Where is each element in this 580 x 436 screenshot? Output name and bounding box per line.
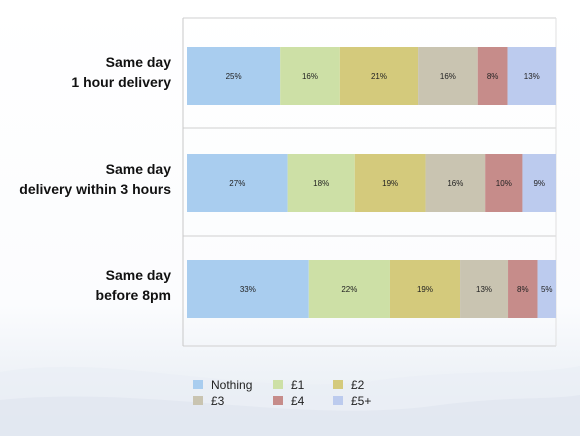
bar-segment <box>418 47 478 105</box>
data-label: 33% <box>240 285 256 294</box>
legend-label: £2 <box>351 378 365 392</box>
data-label: 13% <box>524 72 540 81</box>
category-label: Same day <box>106 161 172 177</box>
data-label: 16% <box>302 72 318 81</box>
bar-segment <box>354 154 426 212</box>
bar-segment <box>187 154 288 212</box>
category-label: delivery within 3 hours <box>19 181 171 197</box>
bar-segment <box>508 260 538 318</box>
data-label: 16% <box>447 179 463 188</box>
data-label: 19% <box>417 285 433 294</box>
legend-swatch <box>193 380 203 389</box>
category-labels: Same day 1 hour delivery Same day delivery … <box>19 54 171 303</box>
data-label: 8% <box>487 72 499 81</box>
data-label: 10% <box>496 179 512 188</box>
category-label: Same day <box>106 54 172 70</box>
bar-segment <box>537 260 556 318</box>
data-label: 13% <box>476 285 492 294</box>
bar-segment <box>187 260 309 318</box>
bar-segment <box>485 154 523 212</box>
data-label: 27% <box>229 179 245 188</box>
bar-segment <box>425 154 486 212</box>
data-label: 8% <box>517 285 529 294</box>
category-label: Same day <box>106 267 172 283</box>
data-label: 18% <box>313 179 329 188</box>
bar-segment <box>522 154 556 212</box>
bar-segment <box>507 47 556 105</box>
legend-swatch <box>273 396 283 405</box>
data-label: 5% <box>541 285 553 294</box>
data-label: 16% <box>440 72 456 81</box>
bars-layer: 25% 16% 21% 16% 8% 13% 27% 18% 19% 16% 10% 9% 33% 22%… <box>187 47 556 318</box>
legend-swatch <box>333 396 343 405</box>
bar-segment <box>339 47 419 105</box>
legend-swatch <box>273 380 283 389</box>
bar-segment <box>477 47 508 105</box>
bar-segment <box>308 260 390 318</box>
legend-swatch <box>193 396 203 405</box>
category-label: before 8pm <box>96 287 171 303</box>
legend-label: Nothing <box>211 378 252 392</box>
bar-segment <box>460 260 509 318</box>
legend-label: £1 <box>291 378 305 392</box>
bar-segment <box>389 260 461 318</box>
data-label: 19% <box>382 179 398 188</box>
bar-segment <box>280 47 340 105</box>
data-label: 9% <box>533 179 545 188</box>
category-label: 1 hour delivery <box>71 74 171 90</box>
data-label: 22% <box>341 285 357 294</box>
legend-label: £5+ <box>351 394 371 408</box>
legend: Nothing £1 £2 £3 £4 £5+ <box>193 378 371 408</box>
legend-label: £4 <box>291 394 305 408</box>
data-label: 21% <box>371 72 387 81</box>
data-label: 25% <box>226 72 242 81</box>
bar-segment <box>287 154 355 212</box>
legend-swatch <box>333 380 343 389</box>
legend-label: £3 <box>211 394 225 408</box>
bar-segment <box>187 47 281 105</box>
